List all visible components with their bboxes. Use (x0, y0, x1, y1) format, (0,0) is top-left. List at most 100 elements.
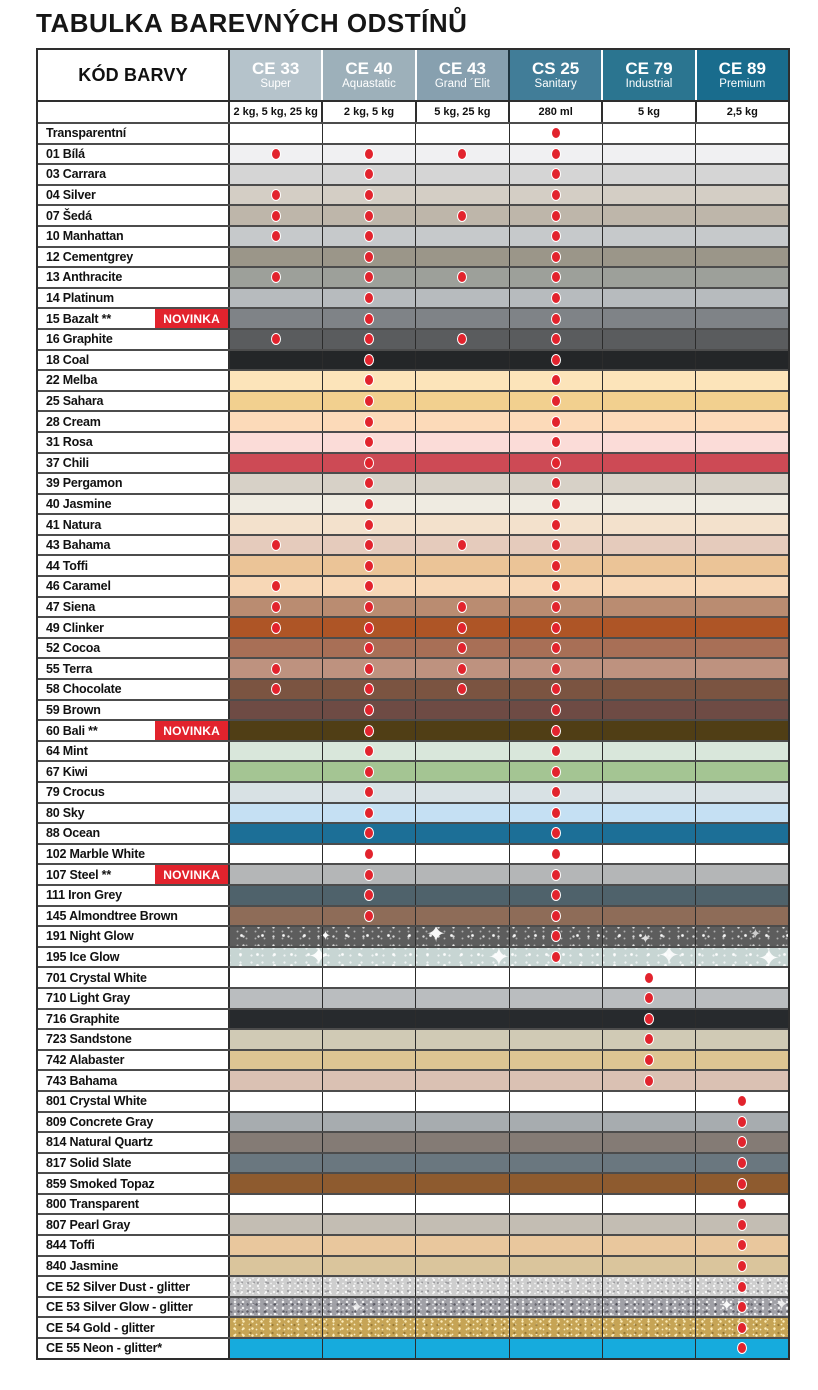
availability-dot (550, 250, 561, 263)
color-swatch (230, 494, 788, 514)
swatch-cell-ce79 (601, 206, 695, 225)
swatch-cell-ce40 (322, 329, 415, 349)
swatch-cell-ce79 (601, 535, 695, 555)
swatch-cell-ce43 (415, 247, 508, 267)
availability-dot (271, 683, 282, 696)
color-name-cell: 25 Sahara (38, 391, 230, 411)
color-row: 195 Ice Glow (38, 945, 788, 967)
swatch-cell-ce33 (230, 1339, 322, 1358)
swatch-cell-ce43 (415, 741, 508, 761)
color-swatch (230, 680, 788, 699)
color-name: 18 Coal (46, 352, 90, 367)
color-row: 44 Toffi (38, 554, 788, 576)
swatch-cell-ce33 (230, 1215, 322, 1234)
swatch-cell-ce89 (694, 1256, 788, 1276)
swatch-cell-ce89 (694, 700, 788, 720)
availability-dot (364, 786, 375, 799)
swatch-cell-cs25 (508, 288, 602, 308)
availability-dot (550, 827, 561, 840)
color-swatch (230, 1318, 788, 1338)
color-name-cell: 18 Coal (38, 350, 230, 370)
availability-dot (550, 806, 561, 819)
color-name-cell: 59 Brown (38, 700, 230, 720)
color-name-cell: 145 Almondtree Brown (38, 906, 230, 926)
swatch-cell-ce40 (322, 1318, 415, 1338)
availability-dot (364, 909, 375, 922)
color-swatch (230, 329, 788, 349)
availability-dot (550, 209, 561, 222)
swatch-cell-ce79 (601, 268, 695, 287)
availability-dot (364, 683, 375, 696)
swatch-cell-ce33 (230, 598, 322, 617)
color-name: 40 Jasmine (46, 496, 112, 511)
color-name-cell: 743 Bahama (38, 1071, 230, 1090)
swatch-cell-ce43 (415, 165, 508, 184)
swatch-cell-ce40 (322, 968, 415, 987)
color-row: 716 Graphite (38, 1007, 788, 1029)
availability-dot (457, 600, 468, 613)
swatch-cell-ce40 (322, 700, 415, 720)
swatch-cell-ce33 (230, 1133, 322, 1152)
swatch-cell-ce40 (322, 144, 415, 164)
color-row: 22 Melba (38, 369, 788, 390)
color-row: 79 Crocus (38, 781, 788, 802)
color-name: 800 Transparent (46, 1197, 139, 1212)
swatch-cell-ce79 (601, 721, 695, 740)
swatch-cell-ce40 (322, 618, 415, 637)
color-name: 46 Caramel (46, 579, 111, 594)
color-name: 79 Crocus (46, 785, 105, 800)
swatch-cell-ce79 (601, 556, 695, 576)
color-name-cell: 58 Chocolate (38, 680, 230, 699)
color-swatch (230, 1339, 788, 1358)
swatch-cell-ce33 (230, 886, 322, 905)
swatch-cell-ce79 (601, 1071, 695, 1090)
color-name-cell: 60 Bali ** NOVINKA (38, 721, 230, 740)
swatch-cell-ce89 (694, 1277, 788, 1296)
color-swatch (230, 927, 788, 946)
swatch-cell-ce79 (601, 1318, 695, 1338)
color-name-cell: 01 Bílá (38, 144, 230, 164)
color-name: 145 Almondtree Brown (46, 908, 178, 923)
color-name-cell: 47 Siena (38, 597, 230, 617)
swatch-cell-ce40 (322, 288, 415, 308)
swatch-cell-cs25 (508, 1256, 602, 1276)
availability-dot (550, 497, 561, 510)
swatch-cell-ce43 (415, 1297, 508, 1317)
swatch-cell-ce79 (601, 618, 695, 637)
availability-dot (550, 230, 561, 243)
color-swatch (230, 968, 788, 987)
swatch-cell-ce40 (322, 1153, 415, 1173)
color-row: 25 Sahara (38, 389, 788, 411)
swatch-cell-ce89 (694, 824, 788, 843)
availability-dot (550, 559, 561, 572)
swatch-cell-cs25 (508, 741, 602, 761)
availability-dot (736, 1239, 747, 1252)
swatch-cell-ce43 (415, 844, 508, 864)
code-header-cell: KÓD BARVY (38, 50, 230, 100)
availability-dot (364, 600, 375, 613)
swatch-cell-ce89 (694, 1030, 788, 1049)
novinka-badge: NOVINKA (155, 309, 228, 328)
availability-dot (364, 230, 375, 243)
color-name-cell: 814 Natural Quartz (38, 1133, 230, 1152)
color-name: 31 Rosa (46, 435, 93, 450)
swatch-cell-ce89 (694, 1215, 788, 1235)
swatch-cell-ce40 (322, 185, 415, 205)
swatch-cell-ce89 (694, 844, 788, 864)
color-name: 15 Bazalt ** (46, 311, 111, 326)
swatch-cell-ce33 (230, 989, 322, 1008)
color-name-cell: 15 Bazalt ** NOVINKA (38, 309, 230, 328)
color-name: 49 Clinker (46, 620, 104, 635)
swatch-cell-ce33 (230, 371, 322, 390)
swatch-cell-ce40 (322, 1112, 415, 1132)
swatch-cell-cs25 (508, 1133, 602, 1152)
swatch-cell-ce89 (694, 474, 788, 493)
color-row: 37 Chili (38, 451, 788, 473)
swatch-cell-cs25 (508, 144, 602, 164)
availability-dot (643, 1033, 654, 1046)
swatch-cell-ce89 (694, 1050, 788, 1070)
swatch-cell-ce79 (601, 432, 695, 452)
swatch-cell-ce89 (694, 885, 788, 905)
swatch-cell-ce43 (415, 947, 508, 967)
swatch-cell-ce33 (230, 639, 322, 658)
